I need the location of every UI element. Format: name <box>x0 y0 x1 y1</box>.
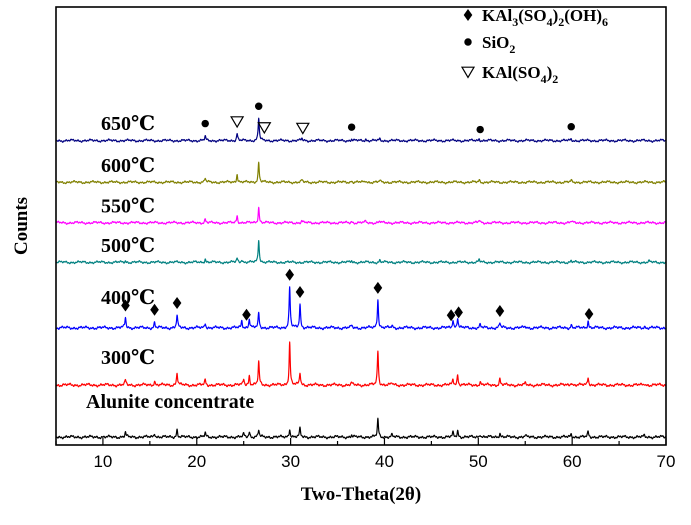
legend-marker-circle <box>464 38 472 46</box>
legend-item-circle: SiO2 <box>464 33 515 56</box>
series-6-label: 600℃ <box>101 155 155 177</box>
series-2-label: 300℃ <box>101 347 155 369</box>
x-tick-label-10: 10 <box>93 452 112 471</box>
series-3-marker-diamond-10 <box>495 304 505 317</box>
series-5-label: 550℃ <box>101 195 155 217</box>
x-tick-label-30: 30 <box>281 452 300 471</box>
series-3-marker-diamond-6 <box>295 285 305 298</box>
series-3-marker-diamond-7 <box>373 281 383 294</box>
series-5-trace <box>55 206 667 225</box>
legend-label-triangle-down: KAl(SO4)2 <box>482 63 558 86</box>
series-7-trace <box>55 117 667 143</box>
series-7-marker-circle-1 <box>201 119 209 128</box>
legend-item-triangle-down: KAl(SO4)2 <box>460 63 558 86</box>
x-tick-label-70: 70 <box>657 452 676 471</box>
x-tick-label-20: 20 <box>187 452 206 471</box>
series-3-group: 400℃ <box>55 268 667 331</box>
x-tick-label-40: 40 <box>375 452 394 471</box>
y-axis-title: Counts <box>11 197 32 255</box>
series-7-marker-triangle-down-5 <box>295 122 310 135</box>
plot-frame <box>55 6 667 446</box>
series-1-trace <box>55 417 667 440</box>
series-5-group: 550℃ <box>55 195 667 225</box>
legend-marker-diamond <box>463 9 473 21</box>
series-7-group: 650℃ <box>55 102 667 143</box>
series-3-marker-diamond-1 <box>121 299 130 312</box>
series-2-trace <box>55 341 667 388</box>
legend-marker-triangle-down <box>460 66 476 79</box>
series-4-group: 500℃ <box>55 235 667 265</box>
series-7-marker-circle-7 <box>476 125 484 134</box>
series-3-marker-diamond-5 <box>285 268 294 281</box>
series-3-trace <box>55 286 667 331</box>
series-4-label: 500℃ <box>101 235 155 257</box>
series-3-marker-diamond-3 <box>172 297 182 310</box>
series-1-label: Alunite concentrate <box>86 391 254 413</box>
series-6-group: 600℃ <box>55 155 667 185</box>
plot-layer: Alunite concentrate 300℃ 400℃ 500℃ 550℃ 600℃ 6… <box>55 102 667 440</box>
series-3-marker-diamond-11 <box>584 307 594 320</box>
series-7-marker-circle-3 <box>254 102 263 110</box>
x-tick-label-60: 60 <box>563 452 582 471</box>
legend-item-diamond: KAl3(SO4)2(OH)6 <box>463 6 608 29</box>
series-3-marker-diamond-4 <box>242 308 251 321</box>
series-3-marker-diamond-2 <box>150 303 159 316</box>
series-3-marker-diamond-8 <box>446 309 456 322</box>
series-1-group: Alunite concentrate <box>55 391 667 440</box>
series-7-marker-circle-6 <box>347 123 356 131</box>
x-axis: 10 20 30 40 50 60 70 <box>55 438 676 471</box>
legend-label-circle: SiO2 <box>482 33 515 56</box>
series-3-label: 400℃ <box>101 287 155 309</box>
series-2-group: 300℃ <box>55 341 667 388</box>
series-7-marker-triangle-down-2 <box>230 116 245 129</box>
series-3-marker-diamond-9 <box>454 306 463 319</box>
series-7-marker-circle-8 <box>567 122 575 131</box>
series-4-trace <box>55 240 667 265</box>
series-6-trace <box>55 161 667 185</box>
series-7-label: 650℃ <box>101 113 155 135</box>
x-axis-title: Two-Theta(2θ) <box>301 484 421 505</box>
legend-label-diamond: KAl3(SO4)2(OH)6 <box>482 6 608 29</box>
series-7-marker-triangle-down-4 <box>257 122 272 135</box>
x-tick-label-50: 50 <box>469 452 488 471</box>
legend: KAl3(SO4)2(OH)6 SiO2 KAl(SO4)2 <box>460 6 608 86</box>
